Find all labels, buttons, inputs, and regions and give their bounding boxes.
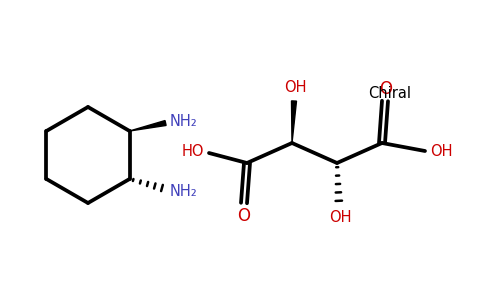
Text: O: O — [238, 207, 251, 225]
Text: O: O — [379, 80, 393, 98]
Text: HO: HO — [182, 145, 204, 160]
Text: Chiral: Chiral — [368, 85, 411, 100]
Polygon shape — [291, 101, 297, 143]
Text: NH₂: NH₂ — [170, 115, 197, 130]
Text: OH: OH — [430, 145, 452, 160]
Polygon shape — [130, 121, 166, 131]
Text: NH₂: NH₂ — [170, 184, 197, 199]
Text: OH: OH — [329, 211, 351, 226]
Text: OH: OH — [284, 80, 306, 95]
